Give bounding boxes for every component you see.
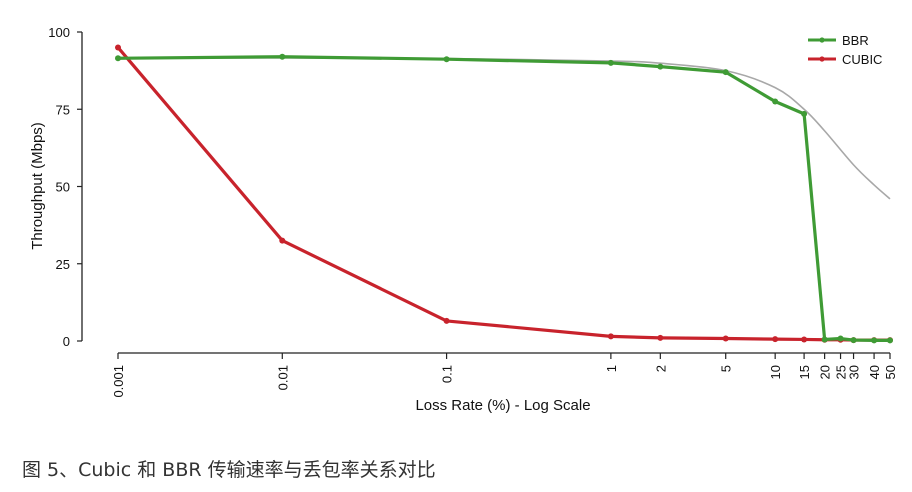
x-tick-label: 0.1 xyxy=(440,365,455,383)
x-tick-label: 10 xyxy=(768,365,783,379)
data-point xyxy=(772,98,779,105)
series-bbr xyxy=(115,53,893,344)
data-point xyxy=(115,44,121,51)
x-tick-label: 50 xyxy=(883,365,898,379)
data-point xyxy=(722,69,729,76)
figure-caption: 图 5、Cubic 和 BBR 传输速率与丢包率关系对比 xyxy=(22,459,436,481)
series-line xyxy=(116,46,890,342)
data-point xyxy=(887,337,893,344)
legend-label: CUBIC xyxy=(842,52,882,67)
chart: 0 25 50 75 100 0.001 0.01 0.1 1 2 5 10 15 20 25 30 40 50… xyxy=(29,25,898,414)
data-point xyxy=(115,55,121,62)
y-tick-label: 50 xyxy=(56,180,70,195)
data-point xyxy=(657,63,664,70)
x-tick-label: 30 xyxy=(847,365,862,379)
y-ticks: 0 25 50 75 100 xyxy=(48,25,82,349)
series-group xyxy=(115,44,893,344)
data-point xyxy=(801,336,808,343)
x-tick-label: 2 xyxy=(653,365,668,372)
data-point xyxy=(722,335,729,342)
axes xyxy=(81,32,890,354)
x-tick-label: 1 xyxy=(604,365,619,372)
reference-curve-line xyxy=(117,57,891,200)
data-point xyxy=(821,336,828,343)
data-point xyxy=(801,110,808,117)
data-point xyxy=(607,333,614,340)
data-point xyxy=(772,336,779,343)
y-tick-label: 0 xyxy=(63,334,70,349)
x-tick-label: 15 xyxy=(797,365,812,379)
data-point xyxy=(279,53,286,60)
y-tick-label: 100 xyxy=(48,25,70,40)
data-point xyxy=(850,337,857,344)
reference-curve xyxy=(117,57,891,200)
x-tick-label: 5 xyxy=(719,365,734,372)
x-tick-label: 40 xyxy=(867,365,882,379)
legend-marker xyxy=(819,56,825,62)
x-tick-label: 20 xyxy=(818,365,833,379)
y-tick-label: 75 xyxy=(56,102,70,117)
data-point xyxy=(837,335,844,342)
x-axis-label: Loss Rate (%) - Log Scale xyxy=(415,397,590,414)
y-axis-label: Throughput (Mbps) xyxy=(29,122,46,250)
y-tick-label: 25 xyxy=(56,257,70,272)
x-tick-label: 0.001 xyxy=(111,365,126,398)
x-tick-label: 0.01 xyxy=(275,365,290,390)
data-point xyxy=(443,317,450,324)
data-point xyxy=(607,59,614,66)
legend-marker xyxy=(819,37,825,43)
x-tick-label: 25 xyxy=(834,365,849,379)
data-point xyxy=(279,237,286,244)
legend: BBR CUBIC xyxy=(808,33,882,67)
legend-label: BBR xyxy=(842,33,869,48)
data-point xyxy=(871,337,878,344)
data-point xyxy=(443,56,450,63)
series-cubic xyxy=(115,44,893,344)
data-point xyxy=(657,334,664,341)
